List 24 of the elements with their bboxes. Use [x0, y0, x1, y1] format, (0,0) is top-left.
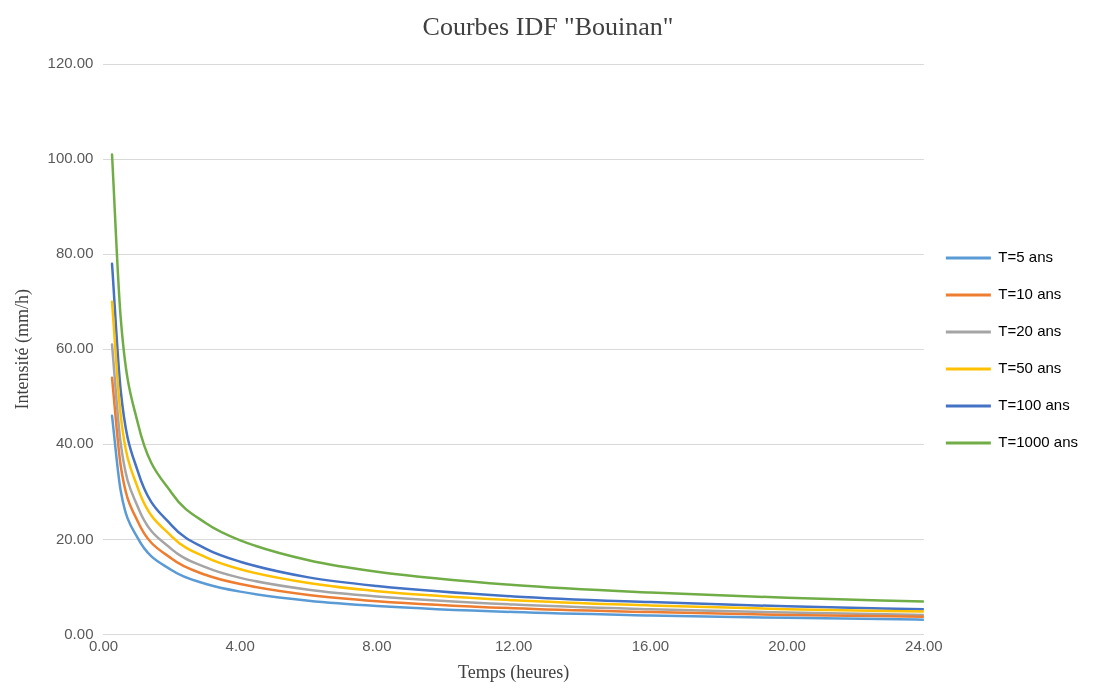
legend-label: T=10 ans — [998, 285, 1062, 303]
x-tick-label: 16.00 — [631, 636, 670, 654]
legend-label: T=100 ans — [998, 396, 1070, 414]
y-tick-label: 80.00 — [55, 244, 94, 262]
x-axis-title: Temps (heures) — [458, 661, 570, 683]
x-tick-label: 12.00 — [494, 636, 533, 654]
x-tick-label: 20.00 — [768, 636, 806, 654]
y-tick-label: 0.00 — [64, 624, 94, 642]
y-axis-title: Intensité (mm/h) — [11, 289, 33, 410]
line-series — [110, 414, 924, 621]
legend-label: T=1000 ans — [998, 433, 1079, 451]
y-tick-label: 20.00 — [55, 529, 94, 547]
y-tick-label: 60.00 — [55, 339, 94, 357]
x-tick-label: 4.00 — [225, 636, 255, 654]
y-tick-label: 120.00 — [47, 54, 94, 72]
line-series — [110, 153, 924, 603]
x-tick-label: 8.00 — [362, 636, 392, 654]
legend-label: T=5 ans — [998, 248, 1053, 266]
chart-title: Courbes IDF "Bouinan" — [422, 12, 674, 42]
y-tick-label: 40.00 — [55, 434, 94, 452]
legend-label: T=20 ans — [998, 322, 1062, 340]
y-tick-label: 100.00 — [47, 149, 94, 167]
legend-label: T=50 ans — [998, 359, 1062, 377]
x-tick-label: 24.00 — [905, 636, 943, 654]
